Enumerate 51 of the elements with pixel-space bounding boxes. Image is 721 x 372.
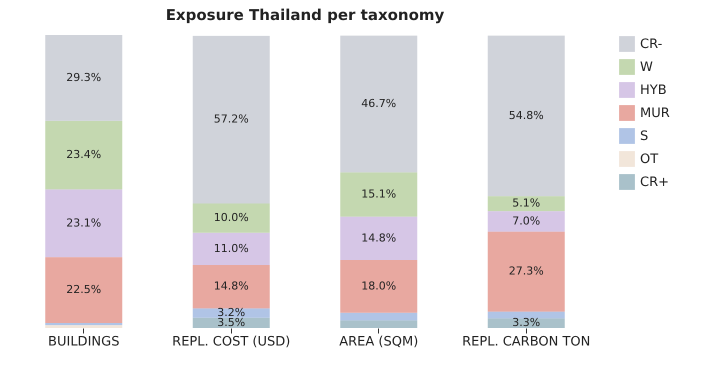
legend-label: CR-	[640, 37, 663, 52]
data-label: 14.8%	[214, 280, 249, 293]
legend-label: OT	[640, 152, 658, 167]
data-label: 3.3%	[512, 316, 540, 330]
data-label: 27.3%	[508, 264, 544, 278]
data-label: 46.7%	[361, 97, 396, 110]
x-tick-label: AREA (SQM)	[339, 334, 418, 350]
bar	[340, 216, 418, 260]
data-label: 57.2%	[214, 112, 249, 126]
bar	[192, 265, 270, 308]
data-label: 54.8%	[508, 108, 544, 122]
data-label: 5.1%	[512, 196, 540, 210]
bar	[340, 320, 418, 328]
chart-title: Exposure Thailand per taxonomy	[166, 6, 445, 24]
bar	[488, 312, 565, 318]
data-label: 7.0%	[512, 214, 540, 228]
bar	[192, 203, 270, 233]
bar	[45, 35, 122, 121]
bar	[340, 172, 418, 217]
data-label: 14.8%	[361, 231, 396, 244]
data-label: 18.0%	[361, 279, 396, 292]
bar	[488, 232, 565, 312]
legend-label: CR+	[640, 175, 670, 190]
bar	[340, 312, 418, 320]
bar	[340, 36, 418, 172]
data-label: 11.0%	[214, 242, 249, 255]
bar	[45, 189, 122, 258]
data-label: 10.0%	[214, 211, 249, 224]
bar	[192, 232, 270, 266]
bar	[45, 325, 122, 328]
data-label: 22.5%	[66, 283, 102, 296]
bar	[192, 36, 270, 204]
data-label: 3.5%	[217, 316, 246, 329]
bar	[192, 318, 270, 328]
bar	[45, 257, 122, 324]
legend-label: HYB	[640, 83, 667, 98]
legend-label: S	[640, 129, 648, 144]
bar	[340, 260, 418, 313]
data-label: 23.1%	[66, 216, 102, 230]
bar	[488, 36, 565, 196]
x-tick-label: BUILDINGS	[48, 334, 120, 350]
legend-label: MUR	[640, 106, 670, 121]
bar	[45, 120, 122, 190]
bar	[488, 211, 565, 232]
data-label: 29.3%	[66, 70, 102, 84]
bar	[488, 196, 565, 212]
data-label: 23.4%	[66, 148, 102, 162]
data-label: 15.1%	[361, 188, 396, 201]
x-tick-label: REPL. COST (USD)	[172, 334, 290, 350]
x-tick-label: REPL. CARBON TON	[462, 334, 590, 350]
legend-label: W	[640, 60, 653, 75]
